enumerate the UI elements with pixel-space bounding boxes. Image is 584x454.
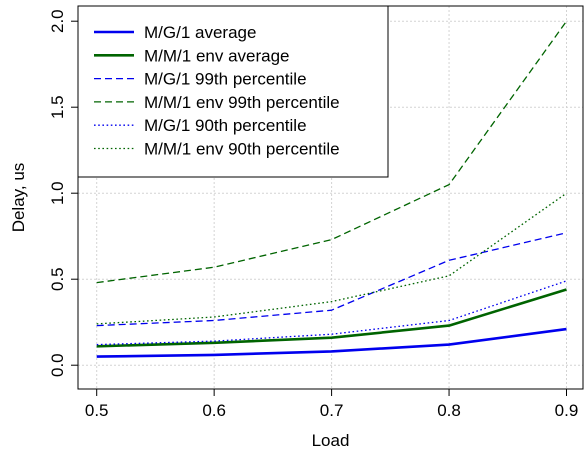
y-tick-label-4: 2.0 bbox=[48, 9, 67, 33]
y-tick-label-0: 0.0 bbox=[48, 353, 67, 377]
legend-label-0: M/G/1 average bbox=[144, 23, 256, 42]
y-axis-title: Delay, us bbox=[9, 163, 28, 233]
x-axis-title: Load bbox=[312, 431, 350, 450]
legend-label-3: M/M/1 env 99th percentile bbox=[144, 93, 340, 112]
series-lines bbox=[96, 20, 568, 358]
series-line-0 bbox=[96, 327, 567, 358]
legend-label-1: M/M/1 env average bbox=[144, 46, 290, 65]
x-tick-label-0: 0.5 bbox=[85, 401, 109, 420]
y-tick-label-1: 0.5 bbox=[48, 267, 67, 291]
y-tick-label-2: 1.0 bbox=[48, 181, 67, 205]
x-tick-label-3: 0.8 bbox=[437, 401, 461, 420]
series-line-3 bbox=[96, 20, 568, 284]
legend-label-5: M/M/1 env 90th percentile bbox=[144, 140, 340, 159]
series-line-2 bbox=[96, 232, 567, 327]
legend: M/G/1 average M/M/1 env average M/G/1 99th… bbox=[77, 5, 389, 178]
legend-label-4: M/G/1 90th percentile bbox=[144, 116, 307, 135]
x-tick-label-4: 0.9 bbox=[555, 401, 579, 420]
series-line-5 bbox=[96, 192, 567, 325]
y-tick-label-3: 1.5 bbox=[48, 95, 67, 119]
series-line-1 bbox=[96, 288, 567, 348]
axes: 0.5 0.6 0.7 0.8 0.9 0.0 0.5 1.0 1.5 2.0 bbox=[48, 9, 578, 420]
legend-label-2: M/G/1 99th percentile bbox=[144, 70, 307, 89]
x-tick-label-2: 0.7 bbox=[320, 401, 344, 420]
legend-box bbox=[77, 5, 389, 178]
x-tick-label-1: 0.6 bbox=[202, 401, 226, 420]
